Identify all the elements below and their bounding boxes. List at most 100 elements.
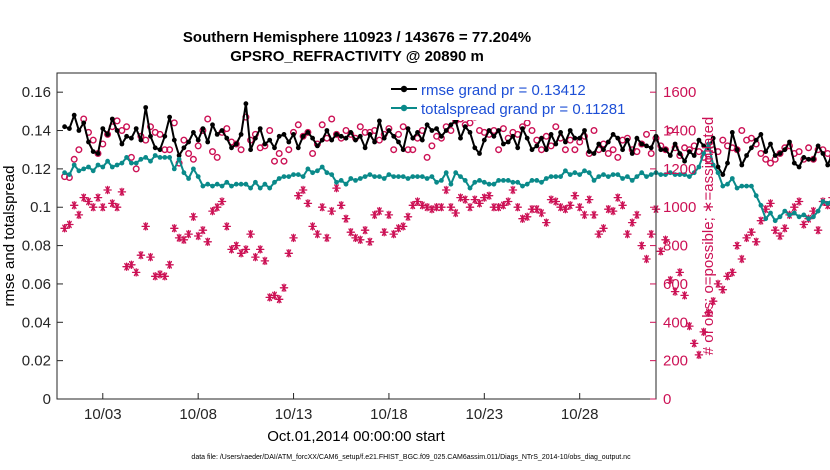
- totalspread-point: [820, 199, 826, 204]
- totalspread-point: [81, 166, 87, 172]
- assimilated-obs-point: [279, 283, 289, 293]
- assimilated-obs-point: [565, 201, 575, 210]
- possible-obs-point: [399, 123, 407, 131]
- totalspread-point: [305, 166, 311, 172]
- totalspread-point: [491, 181, 497, 187]
- possible-obs-point: [395, 130, 403, 138]
- rmse-point: [477, 151, 482, 156]
- totalspread-point: [71, 162, 77, 168]
- totalspread-point: [467, 185, 473, 191]
- assimilated-obs-point: [623, 229, 632, 239]
- totalspread-point: [520, 183, 525, 189]
- totalspread-point: [233, 181, 239, 187]
- totalspread-point: [90, 168, 96, 174]
- rmse-point: [796, 164, 802, 170]
- totalspread-point: [529, 178, 535, 183]
- legend-spread-marker: [400, 104, 408, 112]
- assimilated-obs-point: [646, 229, 656, 239]
- possible-obs-point: [528, 126, 536, 134]
- possible-obs-point: [499, 125, 507, 133]
- rmse-point: [324, 128, 330, 133]
- rmse-point: [143, 105, 149, 110]
- possible-obs-point: [361, 128, 369, 136]
- rmse-point: [400, 147, 406, 153]
- possible-obs-point: [795, 148, 803, 156]
- totalspread-point: [367, 172, 373, 178]
- rmse-point: [81, 120, 87, 126]
- totalspread-point: [749, 183, 754, 189]
- totalspread-point: [753, 193, 759, 199]
- totalspread-point: [510, 179, 516, 185]
- assimilated-obs-point: [88, 202, 98, 212]
- assimilated-obs-point: [451, 208, 460, 218]
- totalspread-point: [391, 174, 397, 180]
- totalspread-point: [176, 156, 182, 162]
- rmse-point: [319, 137, 325, 143]
- y2-tick-label: 1000: [663, 199, 696, 216]
- assimilated-obs-point: [384, 210, 394, 220]
- totalspread-point: [601, 172, 606, 178]
- totalspread-point: [434, 179, 439, 185]
- totalspread-point: [343, 181, 349, 187]
- y-tick-label: 0: [43, 391, 51, 408]
- assimilated-obs-point: [327, 206, 336, 216]
- possible-obs-point: [299, 132, 307, 140]
- assimilated-obs-point: [360, 225, 370, 235]
- possible-obs-point: [390, 146, 398, 154]
- totalspread-point: [710, 162, 716, 168]
- rmse-point: [763, 149, 769, 155]
- rmse-point: [534, 143, 540, 149]
- possible-obs-point: [123, 123, 131, 131]
- possible-obs-point: [304, 128, 312, 136]
- possible-obs-point: [294, 121, 302, 129]
- assimilated-obs-point: [713, 279, 723, 289]
- totalspread-point: [758, 202, 764, 208]
- assimilated-obs-point: [189, 212, 198, 222]
- rmse-point: [396, 139, 401, 145]
- assimilated-obs-point: [618, 201, 627, 210]
- assimilated-obs-point: [236, 249, 246, 258]
- rmse-point: [663, 147, 668, 153]
- totalspread-point: [496, 178, 501, 183]
- totalspread-point: [415, 174, 420, 180]
- possible-obs-point: [75, 146, 83, 154]
- assimilated-obs-point: [146, 252, 155, 262]
- assimilated-obs-point: [265, 293, 274, 302]
- totalspread-point: [577, 172, 583, 178]
- rmse-point: [591, 151, 597, 156]
- assimilated-obs-point: [632, 210, 642, 220]
- y2-tick-label: 1600: [663, 84, 696, 101]
- totalspread-point: [291, 172, 296, 178]
- assimilated-obs-point: [527, 204, 537, 214]
- assimilated-obs-point: [575, 202, 584, 212]
- assimilated-obs-point: [608, 206, 618, 216]
- totalspread-point: [696, 164, 702, 170]
- totalspread-point: [629, 178, 635, 183]
- assimilated-obs-point: [589, 210, 599, 220]
- totalspread-point: [386, 172, 392, 178]
- totalspread-point: [477, 178, 482, 183]
- rmse-point: [133, 126, 139, 131]
- assimilated-obs-point: [356, 235, 365, 245]
- y2-tick-label: 1400: [663, 123, 696, 140]
- assimilated-obs-point: [232, 241, 241, 250]
- rmse-point: [310, 135, 315, 141]
- rmse-point: [620, 147, 625, 153]
- x-tick-label: 10/13: [275, 406, 313, 423]
- assimilated-obs-point: [322, 233, 332, 243]
- rmse-point: [543, 147, 549, 153]
- possible-obs-point: [566, 136, 574, 144]
- totalspread-point: [243, 181, 249, 187]
- rmse-point: [691, 153, 697, 158]
- rmse-point: [171, 137, 177, 143]
- totalspread-point: [200, 183, 206, 189]
- rmse-point: [462, 124, 468, 130]
- rmse-point: [424, 122, 430, 128]
- assimilated-obs-point: [551, 197, 561, 206]
- totalspread-point: [734, 185, 740, 191]
- possible-obs-point: [189, 155, 197, 163]
- totalspread-point: [739, 183, 745, 189]
- assimilated-obs-point: [346, 227, 356, 237]
- totalspread-point: [725, 181, 730, 187]
